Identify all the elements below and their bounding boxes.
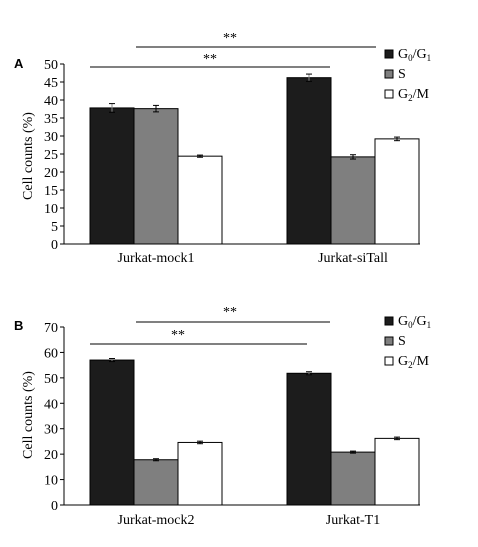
- panel-a-legend: G0/G1 S G2/M: [384, 47, 431, 103]
- legend-label: G2/M: [398, 354, 430, 370]
- panel-a-sig-lower: **: [203, 52, 217, 67]
- bar-g0g1-2: [286, 77, 332, 245]
- y-tick-label: 40: [44, 397, 58, 412]
- panel-b-ylabel: Cell counts (%): [21, 371, 36, 459]
- y-tick-label: 30: [44, 423, 58, 438]
- legend-swatch: [384, 89, 394, 99]
- bar-g0g1-2: [286, 372, 332, 506]
- y-tick-label: 35: [44, 112, 58, 127]
- legend-swatch: [384, 49, 394, 59]
- bar-g0g1-1: [89, 359, 135, 506]
- y-tick-label: 40: [44, 94, 58, 109]
- category-label: Jurkat-mock2: [118, 513, 195, 528]
- bar-g2m-2: [374, 138, 420, 245]
- y-tick-label: 10: [44, 202, 58, 217]
- panel-a: A Cell counts (%) 0 5 10 15 20 25 30 35 40 45 50 J…: [14, 31, 431, 266]
- bar-s-2: [330, 156, 376, 245]
- bar-s-1: [133, 459, 179, 506]
- bar-g2m-1: [177, 441, 223, 506]
- panel-a-label: A: [14, 56, 24, 71]
- legend-label: S: [398, 334, 406, 349]
- category-label: Jurkat-T1: [326, 513, 380, 528]
- panel-b-sig-upper: **: [223, 305, 237, 320]
- y-tick-label: 50: [44, 372, 58, 387]
- y-tick-label: 0: [51, 238, 58, 253]
- panel-b-categories: Jurkat-mock2 Jurkat-T1: [118, 513, 381, 528]
- panel-b-bars: [89, 359, 420, 506]
- panel-a-sig-upper: **: [223, 31, 237, 46]
- category-label: Jurkat-mock1: [118, 251, 195, 266]
- bar-s-2: [330, 451, 376, 506]
- y-tick-label: 50: [44, 58, 58, 73]
- panel-a-categories: Jurkat-mock1 Jurkat-siTall: [118, 251, 388, 266]
- panel-b-sig-lower: **: [171, 328, 185, 343]
- y-tick-label: 70: [44, 321, 58, 336]
- category-label: Jurkat-siTall: [318, 251, 388, 266]
- legend-swatch: [384, 336, 394, 346]
- y-tick-label: 20: [44, 448, 58, 463]
- bar-g2m-2: [374, 437, 420, 506]
- y-tick-label: 10: [44, 474, 58, 489]
- legend-label: S: [398, 67, 406, 82]
- panel-a-bars: [89, 77, 420, 245]
- legend-label: G0/G1: [398, 314, 431, 330]
- bar-s-1: [133, 108, 179, 245]
- legend-swatch: [384, 316, 394, 326]
- y-tick-label: 60: [44, 346, 58, 361]
- y-tick-label: 5: [51, 220, 58, 235]
- bar-g0g1-1: [89, 107, 135, 245]
- y-tick-label: 45: [44, 76, 58, 91]
- panel-b-label: B: [14, 318, 23, 333]
- legend-swatch: [384, 69, 394, 79]
- y-tick-label: 20: [44, 166, 58, 181]
- legend-swatch: [384, 356, 394, 366]
- y-tick-label: 25: [44, 148, 58, 163]
- legend-label: G2/M: [398, 87, 430, 103]
- y-tick-label: 15: [44, 184, 58, 199]
- legend-label: G0/G1: [398, 47, 431, 63]
- panel-b: B Cell counts (%) 0 10 20 30 40 50 60 70 Jurkat…: [14, 305, 431, 528]
- bar-g2m-1: [177, 155, 223, 245]
- panel-b-error-bars: [109, 358, 400, 462]
- panel-b-legend: G0/G1 S G2/M: [384, 314, 431, 370]
- panel-a-error-bars: [109, 73, 400, 160]
- y-tick-label: 0: [51, 499, 58, 514]
- panel-a-ylabel: Cell counts (%): [21, 112, 36, 200]
- y-tick-label: 30: [44, 130, 58, 145]
